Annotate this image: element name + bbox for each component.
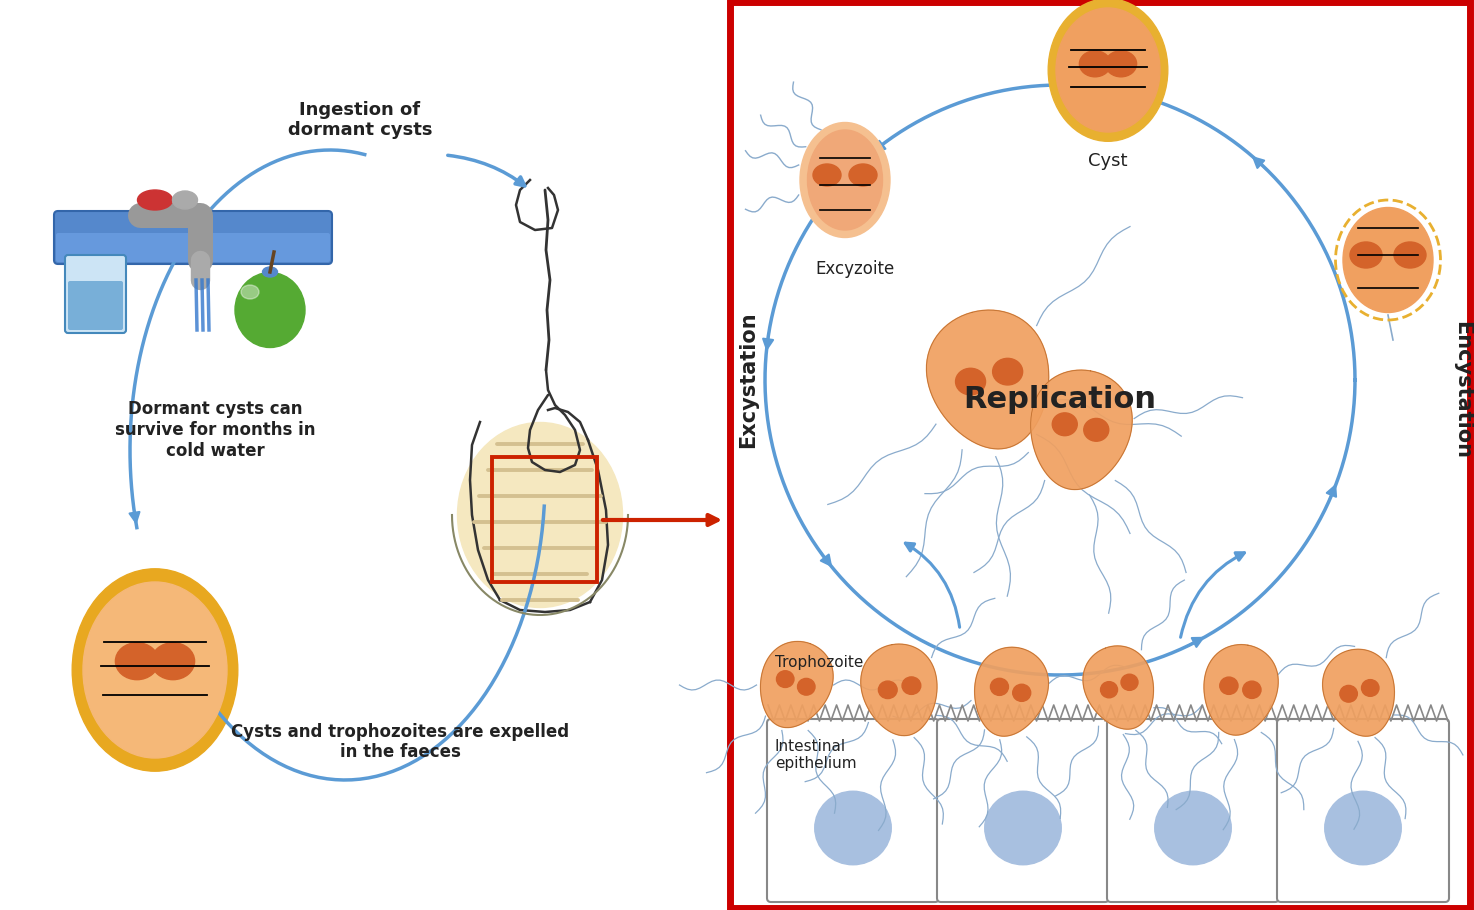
Text: Cyst: Cyst [1088, 152, 1128, 170]
Ellipse shape [1122, 674, 1138, 691]
Ellipse shape [1106, 51, 1136, 76]
Ellipse shape [814, 164, 842, 186]
Ellipse shape [808, 130, 883, 230]
Polygon shape [1030, 370, 1132, 490]
Ellipse shape [902, 677, 921, 694]
FancyBboxPatch shape [56, 233, 330, 262]
FancyBboxPatch shape [1107, 719, 1279, 902]
Ellipse shape [1052, 413, 1077, 436]
Text: Excystation: Excystation [738, 312, 758, 449]
Ellipse shape [1340, 685, 1358, 703]
Ellipse shape [1101, 682, 1117, 698]
Ellipse shape [1350, 242, 1383, 268]
Ellipse shape [879, 681, 898, 699]
Polygon shape [761, 642, 833, 728]
Ellipse shape [457, 422, 622, 608]
FancyBboxPatch shape [766, 719, 939, 902]
FancyBboxPatch shape [1276, 719, 1449, 902]
Polygon shape [861, 644, 937, 735]
Ellipse shape [1394, 242, 1425, 268]
Polygon shape [1204, 644, 1278, 735]
Ellipse shape [1325, 792, 1402, 864]
FancyBboxPatch shape [55, 211, 332, 264]
Ellipse shape [815, 792, 892, 864]
Ellipse shape [137, 190, 172, 210]
Ellipse shape [262, 267, 277, 277]
Text: Excyzoite: Excyzoite [815, 260, 895, 278]
Ellipse shape [797, 678, 815, 695]
Ellipse shape [1343, 207, 1433, 312]
Ellipse shape [1220, 677, 1238, 694]
Text: Trophozoite: Trophozoite [775, 654, 864, 670]
Polygon shape [974, 647, 1048, 736]
Ellipse shape [1079, 51, 1110, 76]
Text: Intestinal
epithelium: Intestinal epithelium [775, 739, 856, 771]
Ellipse shape [777, 671, 794, 687]
Text: Cysts and trophozoites are expelled
in the faeces: Cysts and trophozoites are expelled in t… [231, 723, 569, 762]
Polygon shape [1322, 649, 1394, 736]
FancyBboxPatch shape [730, 2, 1470, 908]
FancyBboxPatch shape [68, 281, 122, 330]
Ellipse shape [1055, 8, 1160, 132]
Ellipse shape [234, 272, 305, 348]
Ellipse shape [242, 285, 259, 299]
Ellipse shape [83, 582, 227, 758]
Ellipse shape [72, 569, 237, 771]
FancyBboxPatch shape [65, 255, 125, 333]
Polygon shape [1083, 646, 1154, 729]
Ellipse shape [985, 792, 1061, 864]
Ellipse shape [992, 359, 1023, 385]
Ellipse shape [115, 642, 159, 680]
Text: Replication: Replication [964, 386, 1157, 414]
Ellipse shape [1013, 684, 1030, 702]
Ellipse shape [1048, 0, 1167, 141]
Text: Dormant cysts can
survive for months in
cold water: Dormant cysts can survive for months in … [115, 400, 315, 460]
Text: Encystation: Encystation [1452, 321, 1473, 459]
Ellipse shape [1154, 792, 1231, 864]
Polygon shape [927, 310, 1048, 449]
Ellipse shape [172, 191, 198, 209]
Ellipse shape [991, 678, 1008, 695]
Text: Ingestion of
dormant cysts: Ingestion of dormant cysts [287, 101, 432, 139]
Ellipse shape [1243, 682, 1262, 699]
Ellipse shape [1362, 680, 1380, 696]
Ellipse shape [955, 369, 986, 395]
Ellipse shape [849, 164, 877, 186]
Ellipse shape [800, 123, 890, 238]
Ellipse shape [1083, 419, 1108, 441]
FancyBboxPatch shape [937, 719, 1108, 902]
Ellipse shape [152, 642, 195, 680]
